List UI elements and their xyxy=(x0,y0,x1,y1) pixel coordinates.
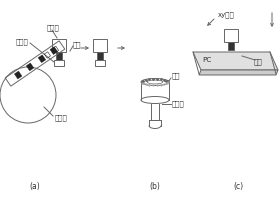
Text: 贴片头: 贴片头 xyxy=(47,25,60,31)
Polygon shape xyxy=(26,63,34,71)
Text: (a): (a) xyxy=(30,182,40,192)
Text: PC: PC xyxy=(202,57,212,63)
Bar xyxy=(95,60,105,66)
Bar xyxy=(97,52,103,60)
Polygon shape xyxy=(199,70,278,75)
Bar xyxy=(224,29,238,42)
Text: 吸嘴: 吸嘴 xyxy=(73,42,81,48)
Polygon shape xyxy=(14,71,22,79)
Text: 送料器: 送料器 xyxy=(55,115,68,121)
Text: 元器件: 元器件 xyxy=(16,39,29,45)
Polygon shape xyxy=(50,47,58,55)
Text: 摄像头: 摄像头 xyxy=(172,101,185,107)
Text: xy运动: xy运动 xyxy=(218,12,235,18)
Bar xyxy=(52,39,66,52)
Text: (c): (c) xyxy=(233,182,243,192)
Text: (b): (b) xyxy=(150,182,160,192)
Polygon shape xyxy=(193,52,278,70)
Text: 焊盘: 焊盘 xyxy=(254,59,262,65)
Bar xyxy=(228,42,234,50)
Bar xyxy=(93,39,107,52)
Text: 光源: 光源 xyxy=(172,73,181,79)
Polygon shape xyxy=(38,55,46,63)
Bar xyxy=(54,60,64,66)
Bar xyxy=(56,52,62,60)
